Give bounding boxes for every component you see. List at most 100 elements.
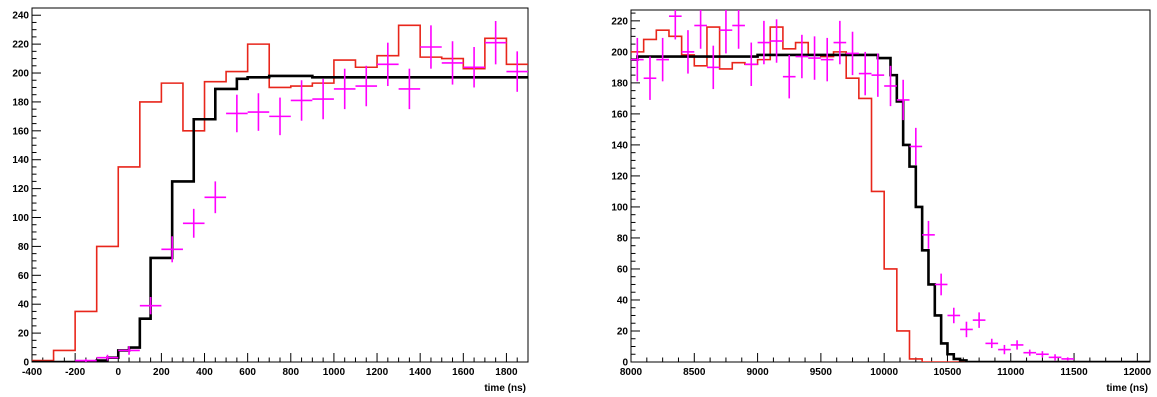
y-tick-label: 200 — [611, 47, 628, 58]
y-tick-label: 140 — [611, 140, 628, 151]
x-tick-label: 200 — [153, 367, 170, 378]
y-tick-label: 220 — [12, 40, 29, 51]
x-axis-title: time (ns) — [484, 383, 526, 394]
data-point — [75, 359, 97, 362]
data-point — [820, 37, 834, 82]
y-tick-label: 180 — [12, 97, 29, 108]
data-point — [290, 80, 313, 121]
y-tick-label: 60 — [18, 271, 30, 282]
data-point — [1023, 349, 1037, 356]
data-point — [247, 93, 270, 131]
data-point — [1048, 354, 1062, 361]
data-point — [1061, 357, 1075, 361]
data-point — [732, 10, 745, 49]
x-tick-label: -400 — [22, 367, 42, 378]
data-point — [226, 94, 248, 133]
data-point — [204, 181, 227, 214]
data-point — [398, 68, 421, 110]
data-point — [706, 45, 720, 90]
data-point — [484, 21, 507, 65]
y-tick-label: 20 — [617, 326, 629, 337]
y-tick-label: 180 — [611, 78, 628, 89]
x-tick-label: 600 — [239, 367, 256, 378]
data-point — [846, 31, 859, 76]
data-point — [643, 56, 657, 100]
x-tick-label: 10000 — [870, 367, 898, 378]
data-point — [833, 20, 847, 65]
data-point — [1010, 340, 1024, 350]
data-point — [312, 78, 334, 120]
y-tick-label: 40 — [617, 295, 629, 306]
data-point — [871, 53, 885, 97]
y-tick-label: 240 — [12, 11, 29, 22]
x-tick-label: 11500 — [1060, 367, 1088, 378]
x-tick-label: -200 — [65, 367, 85, 378]
x-tick-label: 9500 — [810, 367, 833, 378]
data-point — [463, 47, 485, 88]
data-point — [896, 79, 910, 121]
data-point — [922, 220, 935, 249]
data-point — [506, 51, 528, 92]
data-point — [420, 25, 442, 69]
left-histogram-panel: -400 -200 0 200 400 600 800 1000 1200 1400 1600 180… — [12, 7, 529, 394]
data-point — [333, 68, 356, 110]
reference-step-line — [631, 26, 1150, 362]
x-tick-label: 8500 — [683, 367, 706, 378]
x-tick-label: 1800 — [495, 367, 518, 378]
data-point — [985, 338, 999, 349]
plot-frame — [31, 7, 529, 363]
data-point — [770, 19, 783, 63]
data-point — [972, 312, 986, 328]
data-point — [884, 65, 897, 107]
data-point — [1036, 351, 1049, 358]
y-tick-label: 160 — [12, 126, 29, 137]
x-tick-label: 400 — [196, 367, 213, 378]
y-tick-label: 60 — [617, 264, 629, 275]
x-tick-label: 1000 — [323, 367, 346, 378]
x-tick-label: 11000 — [997, 367, 1025, 378]
data-point — [355, 65, 378, 107]
x-tick-label: 0 — [115, 367, 121, 378]
y-tick-label: 100 — [12, 213, 29, 224]
x-tick-label: 800 — [282, 367, 299, 378]
plot-frame — [630, 9, 1151, 363]
y-tick-label: 100 — [611, 202, 628, 213]
data-point — [269, 97, 291, 136]
data-point — [441, 41, 464, 85]
data-point — [681, 30, 695, 74]
y-tick-label: 0 — [622, 358, 628, 369]
y-tick-label: 80 — [617, 233, 629, 244]
y-tick-label: 160 — [611, 109, 628, 120]
x-tick-label: 9000 — [746, 367, 769, 378]
y-tick-label: 200 — [12, 69, 29, 80]
y-tick-label: 40 — [18, 300, 30, 311]
y-tick-label: 120 — [611, 171, 628, 182]
data-point — [139, 296, 162, 315]
simulation-step-line — [32, 74, 528, 362]
reference-step-line — [32, 24, 528, 362]
x-tick-label: 8000 — [620, 367, 643, 378]
data-point — [795, 34, 809, 79]
data-point — [719, 10, 733, 54]
x-tick-label: 1200 — [366, 367, 389, 378]
data-point — [808, 36, 821, 80]
x-axis-title: time (ns) — [1106, 383, 1148, 394]
data-point — [909, 127, 923, 166]
x-tick-label: 1600 — [452, 367, 475, 378]
y-tick-label: 120 — [12, 184, 29, 195]
data-point — [858, 51, 872, 96]
y-tick-label: 80 — [18, 242, 30, 253]
data-point — [377, 42, 399, 87]
data-point — [96, 354, 119, 361]
data-point — [744, 42, 758, 86]
data-point — [960, 321, 973, 338]
data-point — [694, 10, 707, 49]
data-point — [631, 37, 644, 82]
data-point — [182, 208, 205, 238]
y-tick-label: 220 — [611, 16, 628, 27]
y-tick-label: 0 — [23, 358, 29, 369]
data-point — [118, 346, 140, 355]
right-histogram-panel: 8000 8500 9000 9500 10000 10500 11000 11500 1200… — [611, 9, 1152, 394]
data-point — [668, 10, 682, 40]
